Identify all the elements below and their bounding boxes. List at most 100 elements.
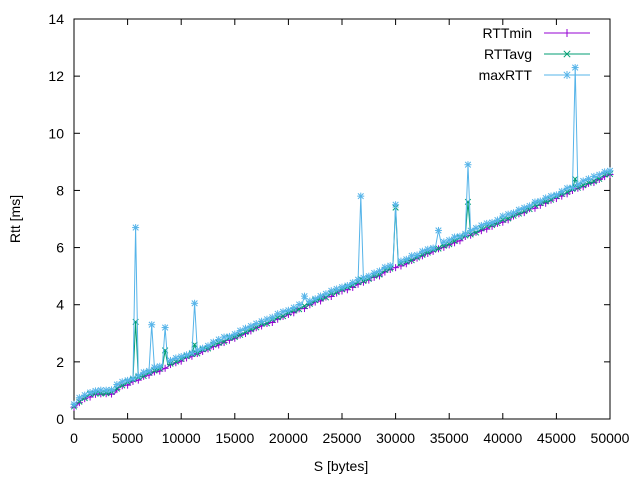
data-point: [252, 320, 260, 328]
data-point: [199, 344, 207, 352]
x-tick-label: 50000: [591, 430, 630, 446]
data-point: [357, 192, 365, 200]
data-point: [70, 400, 78, 408]
data-point: [166, 356, 174, 364]
y-tick-label: 6: [56, 240, 64, 256]
x-tick-label: 35000: [430, 430, 469, 446]
legend-label: RTTmin: [482, 25, 532, 41]
data-point: [542, 194, 550, 202]
data-point: [365, 272, 373, 280]
data-point: [188, 349, 196, 357]
data-point: [434, 226, 442, 234]
x-tick-label: 10000: [162, 430, 201, 446]
y-tick-label: 4: [56, 297, 64, 313]
data-point: [413, 251, 421, 259]
data-point: [595, 171, 603, 179]
data-point: [327, 287, 335, 295]
series-line-maxRTT: [73, 67, 611, 405]
data-point: [161, 364, 169, 372]
data-point: [145, 367, 153, 375]
data-point: [429, 244, 437, 252]
x-tick-label: 25000: [323, 430, 362, 446]
data-point: [568, 183, 576, 191]
x-axis-label: S [bytes]: [314, 458, 368, 474]
data-point: [322, 290, 330, 298]
data-point: [451, 233, 459, 241]
data-point: [172, 354, 180, 362]
series-maxRTT: [70, 64, 614, 408]
data-point: [295, 300, 303, 308]
data-point: [536, 197, 544, 205]
y-axis-ticks: 0 2 4 6 8 10 12 14: [48, 11, 610, 427]
data-point: [440, 238, 448, 246]
data-point: [531, 198, 539, 206]
data-point: [113, 381, 121, 389]
data-point: [268, 313, 276, 321]
data-point: [177, 352, 185, 360]
data-point: [574, 180, 582, 188]
data-point: [209, 338, 217, 346]
data-point: [424, 245, 432, 253]
data-point: [408, 257, 415, 264]
x-tick-label: 45000: [537, 430, 576, 446]
data-point: [493, 216, 501, 224]
legend-marker: [563, 71, 571, 79]
data-point: [204, 342, 212, 350]
x-tick-label: 0: [70, 430, 78, 446]
data-point: [418, 247, 426, 255]
x-tick-label: 30000: [376, 430, 415, 446]
data-point: [124, 376, 132, 384]
data-point: [132, 224, 140, 232]
y-tick-label: 14: [48, 11, 64, 27]
data-point: [563, 184, 571, 192]
data-point: [461, 230, 469, 238]
legend: RTTmin RTTavg maxRTT: [479, 25, 590, 83]
data-point: [547, 192, 555, 200]
data-point: [571, 64, 579, 72]
y-tick-label: 0: [56, 411, 64, 427]
legend-item: maxRTT: [479, 67, 590, 83]
data-point: [349, 279, 357, 287]
x-tick-label: 5000: [112, 430, 143, 446]
data-point: [558, 187, 566, 195]
legend-item: RTTavg: [484, 46, 590, 62]
data-point: [343, 282, 351, 290]
data-point: [381, 263, 389, 271]
data-point: [510, 209, 518, 217]
y-tick-label: 8: [56, 182, 64, 198]
data-point: [397, 257, 405, 265]
data-point: [402, 255, 410, 263]
data-point: [606, 167, 614, 175]
x-tick-label: 15000: [215, 430, 254, 446]
legend-label: RTTavg: [484, 46, 532, 62]
data-point: [134, 372, 142, 380]
data-point: [467, 227, 475, 235]
x-tick-label: 40000: [483, 430, 522, 446]
data-point: [290, 304, 298, 312]
data-point: [129, 374, 137, 382]
data-point: [572, 175, 579, 183]
data-point: [161, 324, 169, 332]
data-point: [191, 299, 199, 307]
x-axis-ticks: 0 5000 10000 15000 20000 25000 30000 35000 40000…: [70, 19, 630, 446]
data-point: [552, 191, 560, 199]
data-point: [392, 264, 400, 272]
data-point: [526, 202, 534, 210]
data-point: [504, 210, 512, 218]
legend-marker: [563, 29, 571, 37]
y-axis-label: Rtt [ms]: [7, 195, 23, 243]
data-point: [386, 262, 394, 270]
data-point: [300, 292, 308, 300]
data-point: [258, 317, 266, 325]
legend-marker: [563, 50, 571, 58]
x-tick-label: 20000: [269, 430, 308, 446]
data-point: [445, 236, 453, 244]
data-point: [392, 201, 400, 209]
series-layer: [70, 64, 614, 411]
data-point: [359, 274, 367, 282]
data-point: [472, 224, 480, 232]
y-tick-label: 12: [48, 68, 64, 84]
data-point: [338, 283, 346, 291]
data-point: [464, 161, 472, 169]
